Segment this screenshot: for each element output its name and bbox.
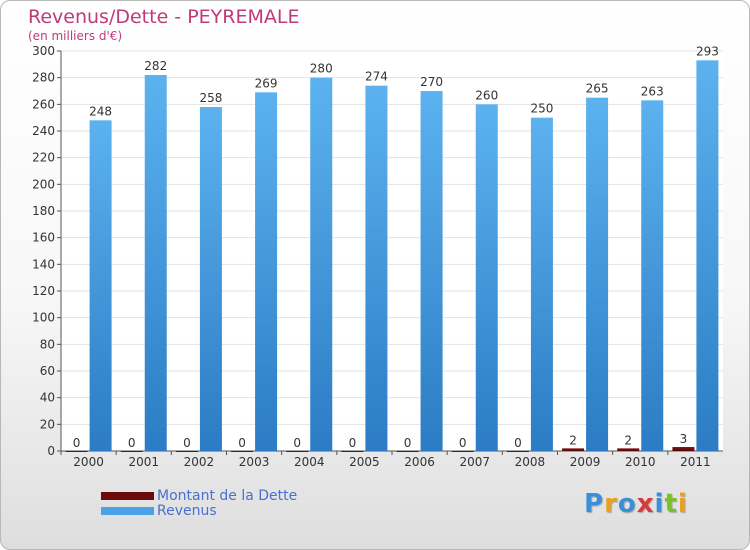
data-label-dette: 0 (404, 436, 412, 450)
bar-dette (286, 451, 309, 452)
data-label-revenus: 265 (586, 82, 609, 96)
data-label-revenus: 248 (89, 104, 112, 118)
data-label-revenus: 282 (144, 59, 167, 73)
bar-revenus (475, 104, 498, 451)
data-label-revenus: 260 (475, 88, 498, 102)
x-tick-label: 2007 (459, 455, 490, 469)
bar-revenus (365, 85, 388, 452)
y-tick-label: 0 (47, 444, 55, 458)
legend-swatch-revenus (101, 506, 154, 515)
bar-revenus (641, 100, 664, 451)
legend-swatch-dette (101, 491, 154, 500)
data-label-dette: 0 (73, 436, 81, 450)
bar-dette (617, 448, 640, 451)
x-tick-label: 2003 (239, 455, 270, 469)
bar-dette (396, 451, 419, 452)
data-label-revenus: 269 (255, 76, 278, 90)
data-label-dette: 2 (624, 433, 632, 447)
data-label-dette: 0 (293, 436, 301, 450)
x-tick-label: 2005 (349, 455, 380, 469)
bar-dette (506, 451, 529, 452)
chart-subtitle: (en milliers d'€) (28, 29, 123, 43)
legend-item-dette: Montant de la Dette (101, 487, 298, 504)
data-label-dette: 0 (238, 436, 246, 450)
y-tick-label: 260 (32, 97, 55, 111)
data-label-revenus: 258 (199, 91, 222, 105)
bar-dette (672, 447, 695, 451)
legend-label-revenus: Revenus (157, 502, 217, 519)
x-tick-label: 2001 (128, 455, 159, 469)
bar-revenus (420, 91, 443, 451)
bar-revenus (586, 97, 609, 452)
data-label-revenus: 274 (365, 70, 388, 84)
data-label-revenus: 250 (530, 102, 553, 116)
bar-revenus (696, 60, 719, 451)
data-label-revenus: 263 (641, 84, 664, 98)
data-label-revenus: 293 (696, 44, 719, 58)
y-tick-label: 100 (32, 311, 55, 325)
data-label-dette: 0 (349, 436, 357, 450)
y-tick-label: 80 (40, 337, 55, 351)
y-tick-label: 240 (32, 124, 55, 138)
y-tick-label: 280 (32, 71, 55, 85)
x-tick-label: 2006 (404, 455, 435, 469)
bar-revenus (255, 92, 278, 451)
bar-revenus (144, 75, 167, 451)
bar-dette (65, 451, 88, 452)
bar-dette (341, 451, 364, 452)
data-label-dette: 2 (569, 433, 577, 447)
bar-revenus (199, 107, 222, 451)
proxiti-logo: Proxiti (584, 489, 688, 519)
bar-revenus (310, 77, 333, 452)
x-tick-label: 2011 (680, 455, 711, 469)
data-label-revenus: 280 (310, 62, 333, 76)
bar-dette (120, 451, 143, 452)
y-tick-label: 60 (40, 364, 55, 378)
legend: Montant de la Dette Revenus (101, 487, 298, 519)
y-tick-label: 20 (40, 417, 55, 431)
data-label-revenus: 270 (420, 75, 443, 89)
y-tick-label: 180 (32, 204, 55, 218)
data-label-dette: 0 (128, 436, 136, 450)
plot-area (61, 51, 723, 451)
y-tick-label: 220 (32, 151, 55, 165)
x-tick-label: 2000 (73, 455, 104, 469)
x-tick-label: 2009 (570, 455, 601, 469)
data-label-dette: 0 (459, 436, 467, 450)
data-label-dette: 0 (514, 436, 522, 450)
x-tick-label: 2002 (184, 455, 215, 469)
y-tick-label: 140 (32, 257, 55, 271)
y-tick-label: 160 (32, 231, 55, 245)
chart-title: Revenus/Dette - PEYREMALE (28, 6, 300, 28)
bar-dette (562, 448, 585, 451)
y-tick-label: 120 (32, 284, 55, 298)
legend-label-dette: Montant de la Dette (157, 487, 298, 504)
x-tick-label: 2004 (294, 455, 325, 469)
bar-dette (451, 451, 474, 452)
bar-revenus (530, 117, 553, 452)
x-tick-label: 2010 (625, 455, 656, 469)
x-tick-label: 2008 (515, 455, 546, 469)
data-label-dette: 0 (183, 436, 191, 450)
legend-item-revenus: Revenus (101, 502, 297, 519)
data-label-dette: 3 (680, 432, 688, 446)
y-tick-label: 300 (32, 44, 55, 58)
y-tick-label: 200 (32, 177, 55, 191)
bar-dette (175, 451, 198, 452)
bar-revenus (89, 120, 112, 451)
bar-dette (231, 451, 254, 452)
y-tick-label: 40 (40, 391, 55, 405)
